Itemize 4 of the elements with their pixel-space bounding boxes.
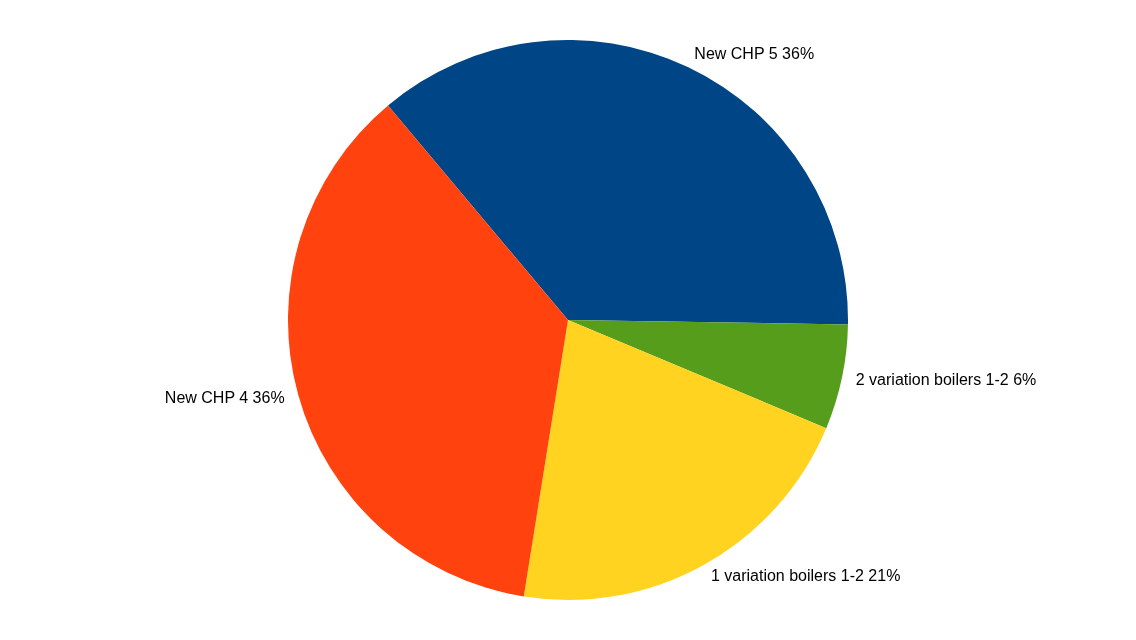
slice-label: New CHP 4 36%: [164, 388, 285, 406]
slice-label: 1 variation boilers 1-2 21%: [710, 567, 901, 585]
slice-label: 2 variation boilers 1-2 6%: [855, 370, 1037, 388]
slice-label: New CHP 5 36%: [694, 44, 815, 62]
